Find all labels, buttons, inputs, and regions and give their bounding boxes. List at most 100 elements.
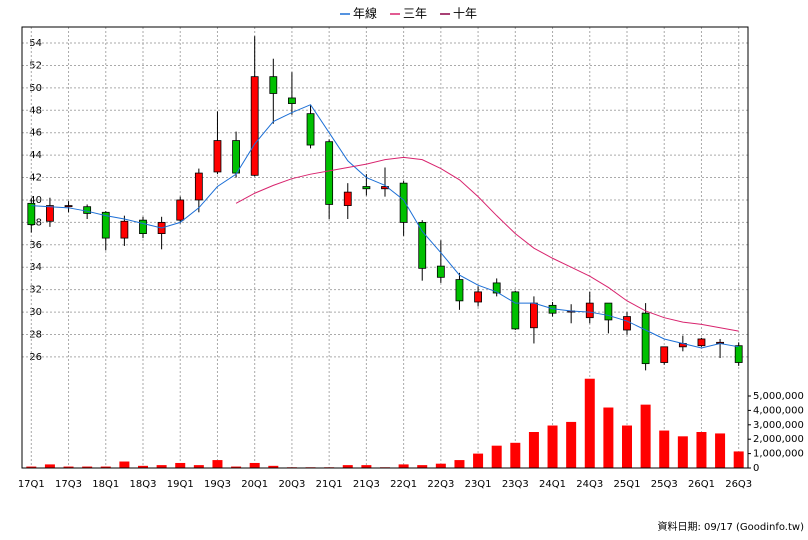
volume-bar	[584, 378, 595, 468]
y2-tick-label: 2,000,000	[753, 434, 804, 445]
volume-bar	[26, 466, 37, 468]
x-tick-label: 25Q3	[651, 479, 678, 490]
x-tick-label: 17Q3	[55, 479, 82, 490]
x-tick-label: 24Q3	[576, 479, 603, 490]
volume-bar	[342, 465, 353, 468]
x-tick-label: 24Q1	[539, 479, 566, 490]
candle-body	[250, 76, 259, 176]
volume-bar	[268, 465, 279, 468]
volume-bar	[435, 463, 446, 468]
y2-tick-label: 4,000,000	[753, 405, 804, 416]
y2-tick-label: 5,000,000	[753, 391, 804, 402]
candle-body	[46, 205, 54, 222]
volume-bar	[715, 433, 726, 468]
candle-body	[83, 206, 92, 214]
volume-bar	[733, 451, 744, 468]
candle-body	[213, 140, 222, 173]
volume-bar	[82, 466, 93, 468]
candle-body	[623, 316, 631, 331]
candle-body	[511, 291, 520, 330]
y2-tick-label: 1,000,000	[753, 449, 804, 460]
x-tick-label: 20Q1	[241, 479, 268, 490]
volume-bar	[473, 453, 484, 468]
volume-bar	[175, 462, 186, 468]
candle-body	[343, 191, 352, 206]
candle-body	[27, 202, 36, 226]
volume-bar	[63, 466, 74, 468]
x-tick-label: 21Q3	[353, 479, 380, 490]
volume-bar	[677, 436, 688, 468]
candle-body	[436, 265, 445, 278]
volume-bar	[193, 465, 204, 468]
volume-bar	[454, 460, 465, 468]
x-tick-label: 26Q1	[688, 479, 715, 490]
volume-bar	[603, 407, 614, 468]
candle-body	[585, 302, 594, 319]
volume-bar	[640, 404, 651, 468]
x-tick-label: 19Q3	[204, 479, 231, 490]
volume-bar	[249, 462, 260, 468]
volume-bar	[528, 432, 539, 468]
candle-body	[530, 302, 538, 329]
candle-body	[139, 219, 147, 234]
candle-body	[455, 279, 464, 302]
candle-body	[64, 205, 73, 208]
candle-body	[641, 312, 650, 365]
plot-frame	[21, 26, 749, 469]
volume-bar	[696, 432, 707, 468]
y2-tick-label: 3,000,000	[753, 420, 804, 431]
volume-bar	[361, 465, 372, 468]
candle-body	[101, 211, 110, 239]
volume-bar	[622, 425, 632, 468]
x-tick-label: 20Q3	[278, 479, 305, 490]
legend-label: 十年	[453, 7, 477, 21]
candle-body	[399, 182, 408, 223]
x-tick-label: 18Q1	[92, 479, 119, 490]
x-tick-label: 19Q1	[167, 479, 194, 490]
volume-bar	[231, 466, 242, 468]
candle-body	[176, 199, 185, 221]
candle-body	[474, 291, 482, 303]
candle-body	[734, 345, 743, 363]
volume-bar	[398, 464, 409, 468]
candle-body	[418, 221, 427, 269]
x-tick-label: 23Q3	[502, 479, 529, 490]
legend-label: 年線	[353, 6, 377, 21]
y2-tick-label: 0	[753, 463, 759, 474]
candle-body	[660, 346, 669, 363]
candle-body	[697, 338, 706, 347]
volume-bar	[156, 465, 167, 468]
ma-line	[235, 156, 739, 332]
volume-bar	[547, 425, 558, 468]
ma-line	[31, 104, 739, 349]
volume-bar	[138, 465, 148, 468]
volume-bar	[100, 466, 111, 468]
volume-bar	[417, 465, 428, 468]
candle-body	[194, 172, 203, 201]
volume-bar	[119, 461, 130, 468]
volume-bar	[659, 430, 670, 468]
candle-body	[232, 140, 240, 174]
x-tick-label: 18Q3	[130, 479, 157, 490]
candle-body	[604, 302, 613, 321]
x-tick-label: 22Q1	[390, 479, 417, 490]
x-tick-label: 21Q1	[316, 479, 343, 490]
x-tick-label: 26Q3	[725, 479, 752, 490]
candle-body	[288, 97, 296, 104]
candle-body	[306, 113, 315, 146]
x-tick-label: 25Q1	[614, 479, 641, 490]
volume-bar	[491, 445, 502, 468]
x-tick-label: 23Q1	[465, 479, 492, 490]
legend-label: 三年	[403, 7, 427, 21]
candle-body	[269, 76, 278, 94]
footer: 資料日期: 09/17 (Goodinfo.tw)	[657, 520, 804, 533]
volume-bar	[212, 460, 223, 468]
candle-body	[120, 220, 129, 239]
volume-bar	[566, 421, 577, 468]
x-tick-label: 22Q3	[427, 479, 454, 490]
candle-body	[492, 282, 501, 294]
volume-bar	[510, 442, 521, 468]
volume-bar	[44, 464, 55, 468]
candle-body	[325, 141, 334, 205]
